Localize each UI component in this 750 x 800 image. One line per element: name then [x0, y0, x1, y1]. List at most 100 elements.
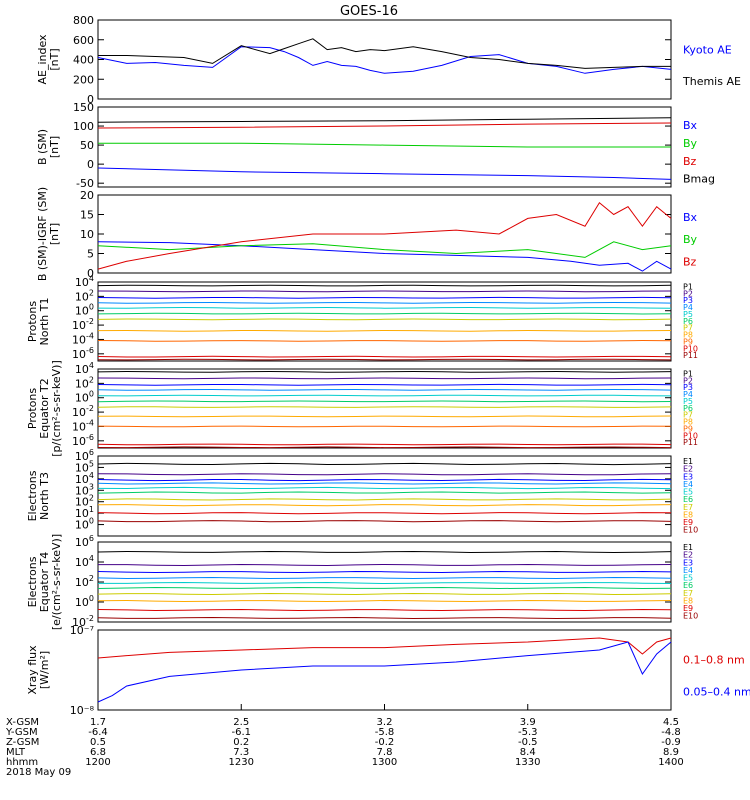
legend-entry: P3: [683, 296, 693, 305]
legend-entry: E9: [683, 604, 693, 613]
legend-entry: E4: [683, 480, 693, 489]
legend-entry: E3: [683, 472, 693, 481]
series-line: [97, 446, 672, 449]
x-tick-label: -5.8: [375, 727, 395, 738]
x-tick-label: 8.9: [663, 747, 679, 758]
legend-entry: P3: [683, 383, 693, 392]
x-tick-label: 8.4: [520, 747, 536, 758]
y-tick-label: 102: [75, 375, 94, 390]
panel-frame: [97, 455, 672, 537]
legend-entry: E6: [683, 495, 693, 504]
legend-entry: By: [683, 137, 698, 150]
legend-entry: E2: [683, 465, 693, 474]
legend-entry: P5: [683, 397, 693, 406]
y-axis-label: ElectronsEquator T4[e/(cm²-s-sr-keV)]: [26, 534, 63, 630]
legend-entry: P8: [683, 331, 693, 340]
legend-entry: P11: [683, 438, 698, 447]
legend-entry: 0.05–0.4 nm: [683, 686, 750, 699]
x-tick-label: 6.8: [90, 747, 106, 758]
y-axis-label: Xray flux[W/m²]: [26, 645, 51, 695]
series-line: [97, 355, 672, 358]
y-tick-label: 100: [75, 594, 94, 609]
series-line: [97, 358, 672, 361]
series-line: [97, 498, 672, 501]
y-tick-label: 100: [75, 390, 94, 405]
y-tick-label: -50: [76, 177, 94, 190]
y-tick-label: 20: [80, 189, 94, 202]
x-tick-label: 4.5: [663, 717, 679, 728]
series-line: [98, 38, 671, 69]
legend-entry: By: [683, 233, 698, 246]
series-line: [97, 415, 672, 418]
x-row-label: Y-GSM: [5, 727, 38, 738]
legend-entry: E1: [683, 543, 693, 552]
legend-entry: P4: [683, 303, 693, 312]
x-tick-label: 2.5: [233, 717, 249, 728]
legend-entry: P10: [683, 431, 698, 440]
x-row-label: X-GSM: [6, 717, 39, 728]
series-line: [97, 486, 672, 490]
y-axis-label: B (SM)[nT]: [36, 129, 61, 165]
legend-entry: E10: [683, 612, 698, 621]
y-axis-label: ProtonsEquator T2[p/(cm²-s-sr-keV)]: [26, 360, 63, 457]
legend-entry: E1: [683, 457, 693, 466]
x-row-label: hhmm: [6, 757, 38, 768]
legend-entry: E7: [683, 589, 693, 598]
series-line: [97, 312, 672, 315]
y-tick-label: 50: [80, 139, 94, 152]
y-tick-label: 102: [75, 288, 94, 303]
legend-entry: P7: [683, 324, 693, 333]
series-line: [97, 122, 672, 129]
y-tick-label: 10-4: [72, 331, 94, 346]
series-line: [97, 586, 672, 590]
x-tick-label: -6.4: [88, 727, 108, 738]
series-line: [97, 443, 672, 446]
y-tick-label: 106: [75, 534, 94, 549]
legend-entry: P6: [683, 317, 693, 326]
series-line: [97, 290, 672, 293]
legend-entry: P2: [683, 289, 693, 298]
y-tick-label: 104: [75, 361, 94, 376]
legend-entry: P11: [683, 351, 698, 360]
date-label: 2018 May 09: [6, 767, 71, 778]
series-line: [97, 117, 672, 123]
y-tick-label: 102: [75, 574, 94, 589]
series-line: [97, 167, 672, 180]
series-line: [97, 306, 672, 309]
y-axis-label: ProtonsNorth T1: [26, 298, 51, 346]
series-line: [97, 296, 672, 299]
y-tick-label: 100: [75, 303, 94, 318]
y-tick-label: 100: [73, 120, 94, 133]
legend-entry: E6: [683, 581, 693, 590]
series-line: [97, 377, 672, 380]
series-line: [97, 394, 672, 397]
legend-entry: Bx: [683, 211, 698, 224]
x-tick-label: -0.2: [375, 737, 395, 748]
series-line: [97, 301, 672, 304]
series-line: [97, 400, 672, 403]
legend-entry: P9: [683, 424, 693, 433]
y-tick-label: 0: [87, 267, 94, 280]
legend-entry: E2: [683, 551, 693, 560]
series-line: [97, 570, 672, 574]
x-tick-label: -6.1: [231, 727, 251, 738]
legend-entry: Bz: [683, 255, 697, 268]
series-line: [97, 329, 672, 332]
series-line: [98, 563, 672, 567]
legend-entry: E5: [683, 488, 693, 497]
y-tick-label: 15: [80, 209, 94, 222]
series-line: [97, 339, 672, 342]
y-tick-label: 800: [73, 14, 94, 27]
panel-frame: [97, 629, 672, 711]
x-tick-label: 0.5: [90, 737, 106, 748]
legend-entry: E9: [683, 518, 693, 527]
plot-title: GOES-16: [340, 4, 398, 19]
legend-entry: E8: [683, 596, 693, 605]
panel-bmodel: 0 5 10 15 20 B (SM)-IGRF (SM)[nT] Bx By Bz: [36, 187, 698, 281]
legend-entry: P1: [683, 282, 693, 291]
legend-entry: P5: [683, 310, 693, 319]
y-axis-label: B (SM)-IGRF (SM)[nT]: [36, 187, 61, 281]
x-tick-label: 1400: [658, 757, 683, 768]
x-tick-label: 1230: [229, 757, 254, 768]
